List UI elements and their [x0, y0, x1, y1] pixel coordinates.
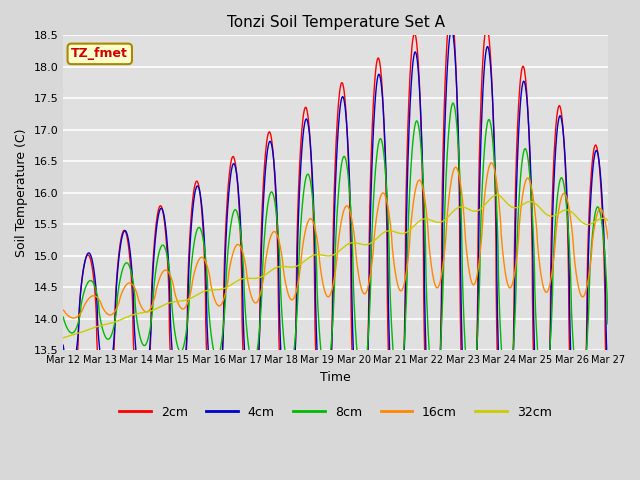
4cm [363, 374, 371, 380]
4cm [465, 472, 473, 478]
16cm [556, 199, 564, 205]
2cm [211, 435, 219, 441]
Text: TZ_fmet: TZ_fmet [71, 48, 128, 60]
8cm [467, 397, 475, 403]
2cm [60, 372, 67, 378]
Line: 16cm: 16cm [63, 163, 608, 318]
Title: Tonzi Soil Temperature Set A: Tonzi Soil Temperature Set A [227, 15, 445, 30]
32cm [494, 192, 502, 198]
16cm [572, 264, 579, 270]
2cm [351, 431, 359, 437]
32cm [556, 209, 564, 215]
2cm [604, 415, 612, 420]
8cm [604, 321, 612, 327]
32cm [351, 240, 359, 246]
16cm [604, 236, 612, 241]
Line: 32cm: 32cm [63, 195, 608, 338]
4cm [604, 379, 612, 385]
16cm [364, 287, 371, 293]
32cm [60, 335, 67, 341]
16cm [494, 192, 502, 198]
Line: 4cm: 4cm [63, 30, 608, 475]
16cm [70, 315, 77, 321]
32cm [604, 217, 612, 223]
4cm [60, 342, 67, 348]
4cm [351, 391, 359, 397]
4cm [211, 407, 219, 413]
16cm [211, 298, 219, 304]
8cm [449, 100, 457, 106]
X-axis label: Time: Time [320, 371, 351, 384]
Line: 8cm: 8cm [63, 103, 608, 400]
4cm [556, 113, 564, 119]
Line: 2cm: 2cm [63, 9, 608, 480]
16cm [351, 243, 359, 249]
2cm [572, 468, 579, 474]
8cm [211, 353, 219, 359]
32cm [494, 192, 502, 198]
2cm [556, 104, 564, 110]
8cm [351, 320, 359, 326]
8cm [556, 177, 564, 182]
16cm [488, 160, 495, 166]
2cm [494, 388, 502, 394]
Y-axis label: Soil Temperature (C): Soil Temperature (C) [15, 129, 28, 257]
32cm [572, 212, 579, 218]
32cm [211, 287, 219, 293]
2cm [447, 6, 454, 12]
8cm [494, 253, 502, 259]
2cm [363, 377, 371, 383]
8cm [60, 314, 67, 320]
4cm [447, 27, 455, 33]
32cm [363, 242, 371, 248]
4cm [494, 341, 502, 347]
8cm [572, 368, 579, 374]
4cm [572, 438, 579, 444]
Legend: 2cm, 4cm, 8cm, 16cm, 32cm: 2cm, 4cm, 8cm, 16cm, 32cm [115, 401, 557, 424]
8cm [363, 351, 371, 357]
16cm [60, 307, 67, 313]
